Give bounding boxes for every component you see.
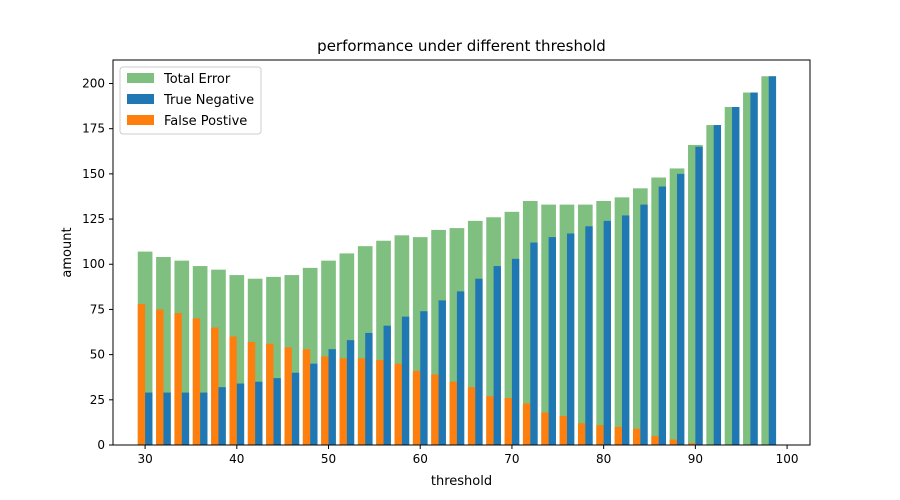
bar-true-negative	[163, 392, 171, 445]
chart-title: performance under different threshold	[317, 37, 606, 55]
bar-true-negative	[603, 220, 611, 445]
bar-false-positive	[651, 435, 659, 445]
bar-false-positive	[137, 304, 146, 445]
bar-true-negative	[713, 125, 722, 445]
y-tick-label: 75	[90, 302, 105, 316]
bar-true-negative	[218, 387, 226, 445]
bar-false-positive	[266, 343, 274, 445]
bar-true-negative	[475, 278, 483, 445]
x-tick-label: 90	[688, 452, 703, 466]
x-tick-label: 100	[776, 452, 799, 466]
bar-false-positive	[302, 349, 311, 445]
y-tick-label: 200	[82, 76, 105, 90]
bar-false-positive	[596, 425, 604, 445]
bar-false-positive	[174, 313, 182, 445]
axes-layer: 30 40 50 60 70 80 90 100 0 25 50 75 100 125 150 175 200	[82, 59, 811, 466]
legend-box	[119, 66, 262, 135]
bar-false-positive	[192, 318, 201, 445]
bar-true-negative	[236, 383, 245, 445]
plot-frame	[112, 59, 811, 446]
bar-true-negative	[438, 300, 446, 445]
bar-false-positive	[284, 347, 292, 445]
y-tick-label: 25	[90, 393, 105, 407]
bar-true-negative	[401, 316, 410, 445]
legend-swatch	[127, 115, 154, 125]
y-tick-label: 125	[82, 212, 105, 226]
y-tick-label: 150	[82, 167, 105, 181]
bar-true-negative	[768, 76, 777, 445]
legend: Total Error True Negative False Postive	[119, 66, 262, 135]
bar-false-positive	[247, 341, 256, 445]
bar-true-negative	[640, 204, 648, 445]
bar-true-negative	[530, 242, 538, 445]
y-tick-label: 0	[97, 438, 105, 452]
legend-swatch	[127, 73, 154, 83]
bar-false-positive	[156, 309, 164, 445]
bar-true-negative	[328, 349, 336, 445]
bar-true-negative	[695, 146, 703, 445]
x-tick-label: 50	[321, 452, 336, 466]
x-tick-label: 70	[504, 452, 519, 466]
legend-label: True Negative	[163, 93, 254, 108]
bar-true-negative	[200, 392, 208, 445]
bar-false-positive	[669, 439, 678, 445]
bar-true-negative	[181, 392, 190, 445]
bar-true-negative	[273, 378, 281, 445]
bar-true-negative	[255, 381, 263, 445]
bar-false-positive	[467, 387, 476, 445]
x-axis-label: threshold	[431, 474, 492, 489]
bar-false-positive	[541, 412, 549, 445]
bar-true-negative	[365, 332, 373, 445]
bar-true-negative	[750, 92, 758, 445]
x-tick-label: 40	[229, 452, 244, 466]
bar-false-positive	[339, 358, 347, 445]
bar-false-positive	[632, 428, 641, 445]
bar-false-positive	[431, 374, 439, 445]
y-tick-label: 100	[82, 257, 105, 271]
bar-false-positive	[522, 403, 531, 445]
bar-false-positive	[614, 426, 622, 445]
bar-false-positive	[559, 416, 567, 445]
bar-true-negative	[383, 325, 391, 445]
bar-true-negative	[621, 215, 630, 445]
bar-true-negative	[548, 237, 556, 445]
bar-false-positive	[376, 360, 384, 445]
bar-false-positive	[412, 370, 421, 445]
bar-true-negative	[145, 392, 153, 445]
bar-true-negative	[566, 233, 575, 445]
bar-true-negative	[585, 226, 593, 445]
bar-false-positive	[504, 398, 512, 445]
legend-swatch	[127, 94, 154, 104]
bar-false-positive	[449, 381, 457, 445]
x-tick-label: 60	[413, 452, 428, 466]
bar-false-positive	[688, 443, 696, 445]
bar-false-positive	[577, 423, 586, 445]
x-tick-label: 30	[137, 452, 152, 466]
bar-true-negative	[658, 186, 667, 445]
bar-false-positive	[357, 358, 366, 445]
bar-true-negative	[310, 363, 318, 445]
bar-true-negative	[493, 266, 501, 445]
bar-false-positive	[211, 327, 219, 445]
bar-true-negative	[420, 311, 428, 445]
bar-true-negative	[291, 372, 300, 445]
bar-true-negative	[677, 173, 685, 446]
y-axis-label: amount	[60, 227, 75, 277]
bar-true-negative	[346, 340, 355, 445]
bar-false-positive	[229, 336, 237, 445]
legend-label: False Postive	[164, 114, 247, 129]
bar-true-negative	[732, 106, 740, 446]
x-tick-label: 80	[596, 452, 611, 466]
bar-false-positive	[394, 363, 402, 445]
bar-false-positive	[486, 396, 494, 445]
bar-true-negative	[456, 291, 465, 445]
bars-layer	[137, 76, 777, 446]
bar-false-positive	[321, 356, 329, 445]
legend-label: Total Error	[163, 72, 231, 87]
y-tick-label: 175	[82, 122, 105, 136]
bar-true-negative	[511, 258, 520, 445]
y-tick-label: 50	[90, 348, 105, 362]
